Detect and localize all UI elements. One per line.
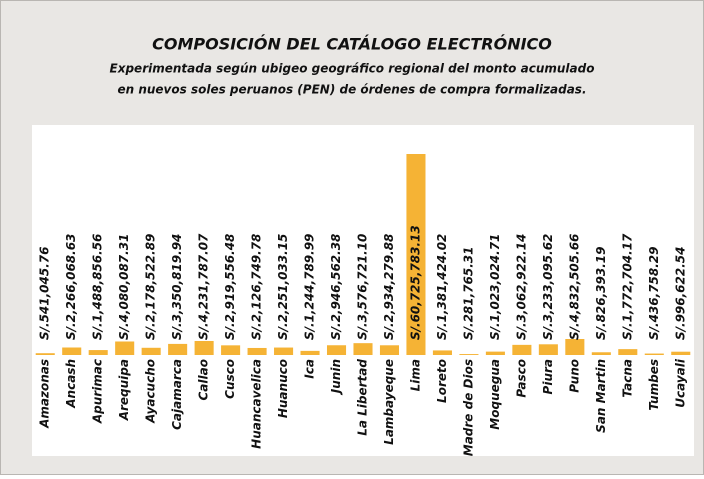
bar (353, 343, 373, 355)
value-label: S/.1,488,856.56 (91, 234, 105, 340)
x-tick-label: Lambayeque (382, 359, 396, 445)
x-tick-label: Piura (541, 359, 555, 394)
x-tick-label: Ayacucho (144, 359, 158, 424)
bar (221, 345, 241, 355)
value-label: S/.2,251,033.15 (276, 234, 290, 340)
value-label: S/.2,934,279.88 (382, 234, 396, 340)
bar (88, 350, 108, 355)
bar (168, 343, 188, 355)
x-tick-label: Arequipa (117, 359, 131, 421)
x-tick-label: Junin (329, 359, 343, 395)
bar (565, 339, 585, 355)
bar (406, 154, 426, 355)
x-tick-label: Ancash (64, 359, 78, 409)
x-tick-label: Madre de Dios (461, 359, 475, 456)
bar (247, 347, 267, 355)
value-label: S/.3,576,721.10 (356, 234, 370, 340)
bar (644, 353, 664, 355)
value-label: S/.281,765.31 (461, 246, 475, 340)
x-tick-label: Ica (303, 359, 317, 379)
bar (432, 350, 452, 355)
value-label: S/.3,233,095.62 (541, 234, 555, 340)
bar (35, 353, 55, 355)
x-tick-label: Puno (567, 359, 581, 393)
value-label: S/.826,393.19 (594, 247, 608, 341)
bar (591, 352, 611, 355)
bar (618, 349, 638, 355)
x-tick-label: Tumbes (647, 359, 661, 411)
x-tick-label: Huancavelica (250, 359, 264, 449)
chart-title: COMPOSICIÓN DEL CATÁLOGO ELECTRÓNICO (152, 35, 552, 54)
x-tick-label: San Martin (594, 359, 608, 433)
bar (141, 347, 161, 355)
bar (62, 347, 82, 355)
x-tick-label: Moquegua (488, 359, 502, 430)
value-label: S/.3,062,922.14 (514, 234, 528, 340)
bar (300, 350, 320, 355)
value-label: S/.4,832,505.66 (567, 234, 581, 340)
x-tick-label: Pasco (514, 359, 528, 398)
bar (194, 340, 214, 355)
bar (115, 341, 135, 355)
chart-subtitle: en nuevos soles peruanos (PEN) de órdene… (117, 83, 586, 97)
bar (326, 345, 347, 355)
x-tick-label: Cusco (223, 359, 237, 399)
bar (379, 345, 400, 355)
value-label: S/.436,758.29 (647, 247, 661, 341)
plot-area (32, 125, 694, 456)
x-tick-label: Tacna (620, 359, 634, 398)
x-tick-label: La Libertad (356, 359, 370, 436)
value-label: S/.1,381,424.02 (435, 234, 449, 340)
value-label: S/.2,919,556.48 (223, 234, 237, 340)
x-tick-label: Cajamarca (170, 359, 184, 430)
value-label: S/.60,725,783.13 (408, 225, 422, 340)
x-tick-label: Ucayali (673, 358, 687, 408)
value-label: S/.2,126,749.78 (250, 234, 264, 340)
x-tick-label: Apurimac (91, 359, 105, 424)
x-tick-label: Amazonas (38, 359, 52, 429)
bar (459, 354, 479, 355)
x-tick-label: Lima (408, 359, 422, 391)
value-label: S/.1,023,024.71 (488, 234, 502, 340)
value-label: S/.4,080,087.31 (117, 234, 131, 340)
x-tick-label: Loreto (435, 359, 449, 403)
bar (485, 351, 505, 355)
chart-subtitle: Experimentada según ubigeo geográfico re… (110, 62, 595, 76)
value-label: S/.4,231,787.07 (197, 233, 211, 340)
bar (671, 351, 691, 355)
value-label: S/.2,946,562.38 (329, 234, 343, 340)
x-tick-label: Callao (197, 359, 211, 400)
value-label: S/.1,244,789.99 (303, 234, 317, 340)
value-label: S/.996,622.54 (673, 247, 687, 341)
value-label: S/.2,266,068.63 (64, 234, 78, 340)
bar (538, 344, 558, 355)
value-label: S/.541,045.76 (38, 247, 52, 341)
x-tick-label: Huanuco (276, 359, 290, 418)
bar (512, 344, 532, 355)
value-label: S/.1,772,704.17 (620, 233, 634, 340)
value-label: S/.3,350,819.94 (170, 234, 184, 340)
bar (274, 347, 294, 355)
value-label: S/.2,178,522.89 (144, 234, 158, 340)
